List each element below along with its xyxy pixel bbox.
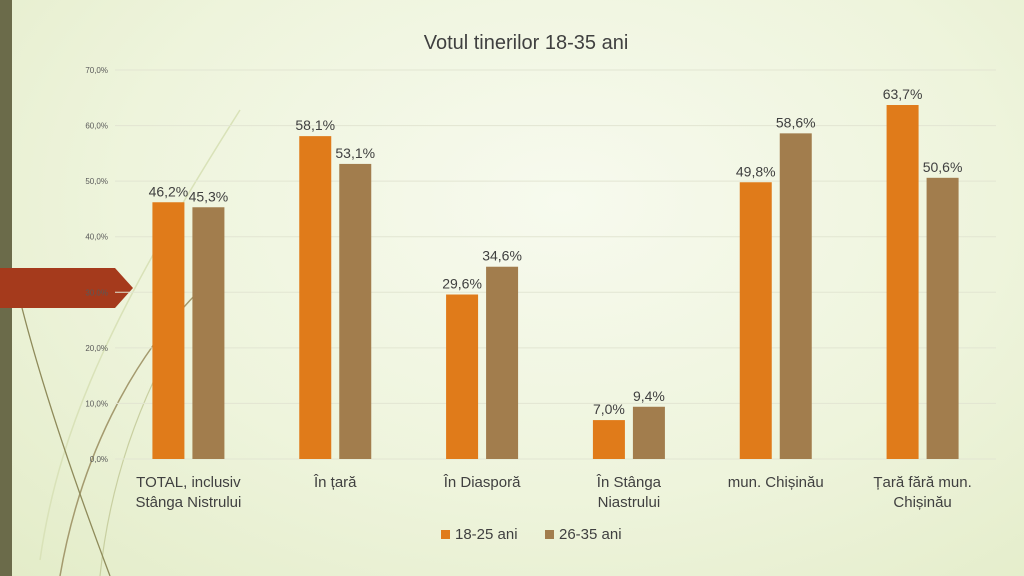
bar-2 <box>779 133 812 459</box>
data-label: 58,6% <box>776 114 816 130</box>
bar-1 <box>739 182 772 460</box>
data-label: 34,6% <box>482 248 522 264</box>
data-label: 58,1% <box>295 117 335 133</box>
y-tick-label: 60,0% <box>85 122 108 131</box>
category-label: Niastrului <box>598 494 661 511</box>
category-label: În Stânga <box>596 474 662 491</box>
data-labels: 46,2% 45,3% 58,1%53,1% 29,6%34,6% 7,0% 9,4% 49… <box>149 86 963 417</box>
category-label: Chișinău <box>893 494 951 511</box>
data-label: 29,6% <box>442 276 482 292</box>
bars <box>152 105 959 460</box>
data-label: 49,8% <box>736 163 776 179</box>
category-label: Țară fără mun. <box>873 474 971 491</box>
data-label: 46,2% <box>149 183 189 199</box>
bar-2 <box>486 266 519 459</box>
y-tick-label: 20,0% <box>85 344 108 353</box>
legend-swatch <box>545 530 554 539</box>
category-labels: TOTAL, inclusiv Stânga Nistrului În țară În… <box>135 474 971 511</box>
data-label: 45,3% <box>189 188 229 204</box>
legend-label: 26-35 ani <box>559 526 622 543</box>
gridlines <box>115 69 996 460</box>
y-axis-ticks: 0,0% 10,0% 20,0% 30,0% 40,0% 50,0% 60,0% 70,0% <box>85 66 108 464</box>
y-tick-label: 10,0% <box>85 399 108 408</box>
category-label: În țară <box>313 474 357 491</box>
data-label: 53,1% <box>335 145 375 161</box>
data-label: 9,4% <box>633 388 665 404</box>
bar-2 <box>632 406 665 459</box>
decoration <box>0 0 241 576</box>
bar-2 <box>192 207 225 459</box>
legend-swatch <box>441 530 450 539</box>
y-tick-label: 30,0% <box>85 288 108 297</box>
y-tick-label: 40,0% <box>85 233 108 242</box>
y-tick-label: 70,0% <box>85 66 108 75</box>
decorative-swirl <box>39 109 241 561</box>
category-label: Stânga Nistrului <box>135 494 241 511</box>
data-label: 7,0% <box>593 401 625 417</box>
category-label: TOTAL, inclusiv <box>136 474 241 491</box>
data-label: 50,6% <box>923 159 963 175</box>
y-tick-label: 50,0% <box>85 177 108 186</box>
accent-arrow <box>0 268 133 308</box>
legend: 18-25 ani 26-35 ani <box>441 526 622 543</box>
bar-1 <box>886 105 919 459</box>
bar-2 <box>926 177 959 459</box>
legend-label: 18-25 ani <box>455 526 518 543</box>
decorative-swirl <box>19 299 111 576</box>
category-label: mun. Chișinău <box>728 474 824 491</box>
bar-2 <box>339 163 372 459</box>
bar-1 <box>299 136 332 459</box>
bar-1 <box>592 420 625 459</box>
chart-title: Votul tinerilor 18-35 ani <box>424 32 629 54</box>
bar-1 <box>446 294 479 459</box>
y-tick-label: 0,0% <box>90 455 108 464</box>
category-label: În Diasporă <box>443 474 521 491</box>
data-label: 63,7% <box>883 86 923 102</box>
bar-1 <box>152 202 185 459</box>
